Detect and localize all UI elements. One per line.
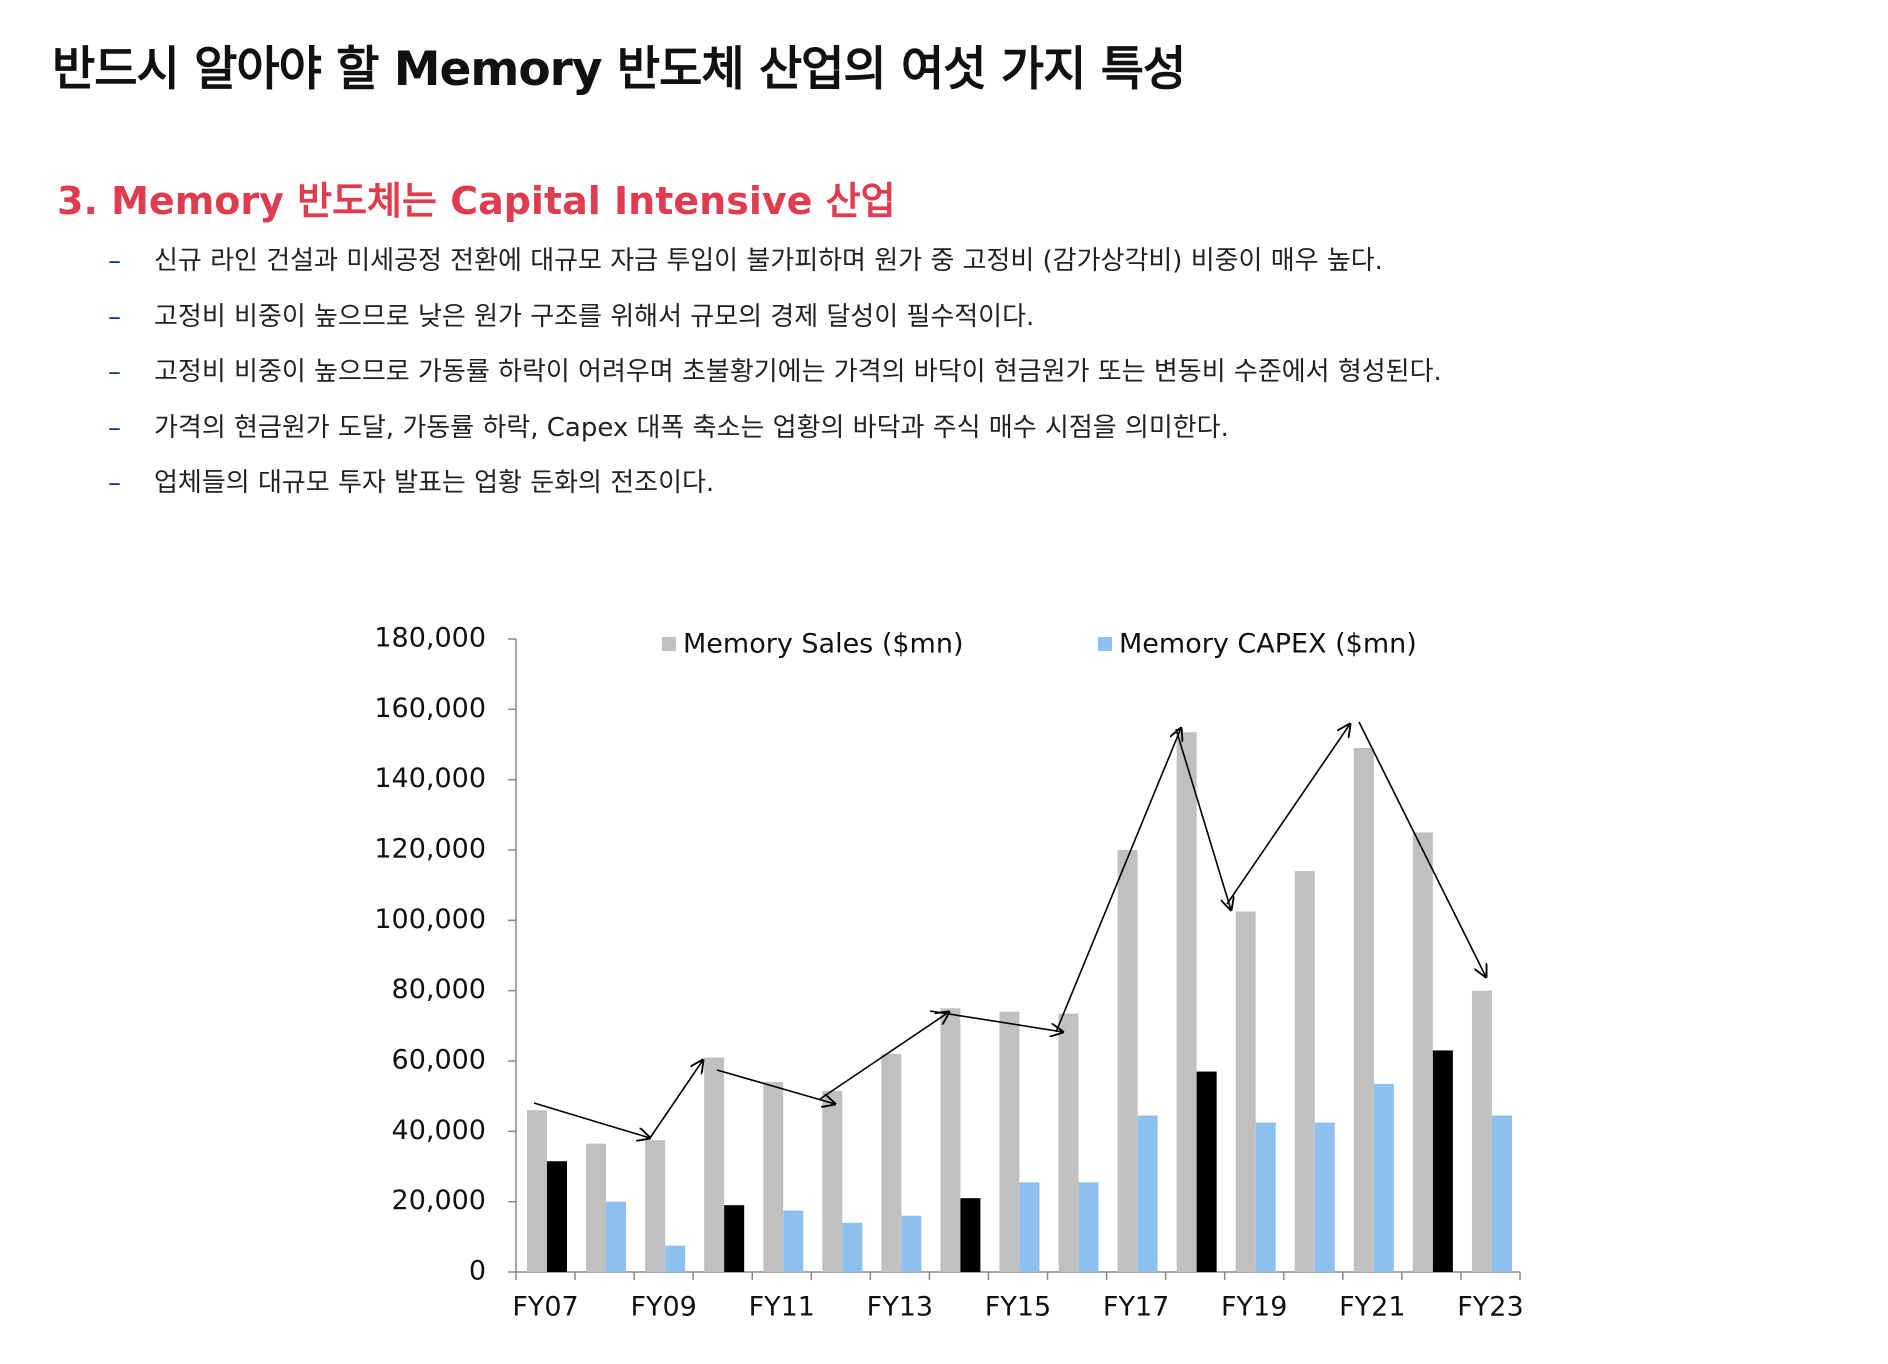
bullet: – 업체들의 대규모 투자 발표는 업황 둔화의 전조이다. xyxy=(108,462,714,499)
bar xyxy=(586,1143,607,1272)
trend-arrow xyxy=(929,1010,1063,1032)
trend-arrow xyxy=(1226,724,1350,905)
section-heading: 3. Memory 반도체는 Capital Intensive 산업 xyxy=(57,179,896,223)
bar xyxy=(783,1210,804,1272)
bullet: – 가격의 현금원가 도달, 가동률 하락, Capex 대폭 축소는 업황의 바… xyxy=(108,407,1229,444)
y-tick-label: 160,000 xyxy=(374,693,486,724)
y-tick-label: 40,000 xyxy=(392,1115,486,1146)
y-tick-label: 0 xyxy=(469,1256,486,1287)
y-tick-label: 60,000 xyxy=(392,1045,486,1076)
trend-arrow xyxy=(533,1102,650,1138)
trend-arrow xyxy=(716,1069,835,1104)
bar xyxy=(1294,871,1315,1272)
legend-label: Memory CAPEX ($mn) xyxy=(1119,629,1417,660)
y-tick-label: 140,000 xyxy=(374,763,486,794)
y-tick-label: 180,000 xyxy=(374,623,486,654)
page-title: 반드시 알아야 할 Memory 반도체 산업의 여섯 가지 특성 xyxy=(52,42,1186,97)
bullet-marker: – xyxy=(108,412,121,443)
bar xyxy=(1353,748,1374,1272)
bullet: – 신규 라인 건설과 미세공정 전환에 대규모 자금 투입이 불가피하며 원가 … xyxy=(108,240,1383,277)
bar xyxy=(1117,850,1138,1272)
bar xyxy=(1078,1182,1099,1272)
bullet-text: 신규 라인 건설과 미세공정 전환에 대규모 자금 투입이 불가피하며 원가 중… xyxy=(154,246,1383,276)
legend-label: Memory Sales ($mn) xyxy=(683,629,964,660)
x-tick-label: FY11 xyxy=(749,1292,815,1323)
trend-arrow xyxy=(819,1012,949,1100)
bar xyxy=(1058,1013,1079,1272)
bar xyxy=(940,1008,961,1272)
bar xyxy=(1412,832,1433,1272)
x-tick-label: FY07 xyxy=(512,1292,578,1323)
bar xyxy=(1137,1115,1158,1272)
bar xyxy=(999,1011,1020,1272)
bar xyxy=(822,1090,843,1272)
x-tick-label: FY19 xyxy=(1221,1292,1287,1323)
bar xyxy=(1196,1071,1217,1272)
bar xyxy=(960,1198,981,1272)
bar xyxy=(1491,1115,1512,1272)
x-tick-label: FY09 xyxy=(630,1292,696,1323)
x-tick-label: FY21 xyxy=(1339,1292,1405,1323)
trend-arrow xyxy=(1358,721,1486,977)
bullet-text: 가격의 현금원가 도달, 가동률 하락, Capex 대폭 축소는 업황의 바닥… xyxy=(154,412,1229,443)
bar xyxy=(1314,1122,1335,1272)
bar xyxy=(606,1201,627,1272)
bar xyxy=(881,1053,902,1272)
bar xyxy=(901,1215,922,1272)
x-tick-label: FY23 xyxy=(1457,1292,1523,1323)
bullet: – 고정비 비중이 높으므로 가동률 하락이 어려우며 초불황기에는 가격의 바닥… xyxy=(108,351,1442,388)
legend-swatch xyxy=(1098,637,1112,651)
bar xyxy=(842,1222,863,1272)
bullet: – 고정비 비중이 높으므로 낮은 원가 구조를 위해서 규모의 경제 달성이 필… xyxy=(108,296,1034,333)
x-tick-label: FY17 xyxy=(1103,1292,1169,1323)
bar xyxy=(763,1082,784,1272)
bullet-text: 업체들의 대규모 투자 발표는 업황 둔화의 전조이다. xyxy=(154,468,715,498)
bar xyxy=(704,1057,725,1272)
bullet-text: 고정비 비중이 높으므로 낮은 원가 구조를 위해서 규모의 경제 달성이 필수… xyxy=(154,301,1035,332)
bar xyxy=(1255,1122,1276,1272)
bullet-marker: – xyxy=(108,246,121,276)
bar xyxy=(645,1140,666,1272)
bullet-marker: – xyxy=(108,357,121,387)
bar xyxy=(1471,990,1492,1272)
y-tick-label: 80,000 xyxy=(392,974,486,1005)
bar xyxy=(665,1245,686,1272)
bar xyxy=(527,1110,547,1272)
trend-arrow xyxy=(1055,728,1181,1033)
bullet-text: 고정비 비중이 높으므로 가동률 하락이 어려우며 초불황기에는 가격의 바닥이… xyxy=(154,357,1442,387)
bar xyxy=(1432,1050,1453,1272)
legend-swatch xyxy=(662,637,676,651)
bar xyxy=(1235,911,1256,1272)
y-tick-label: 100,000 xyxy=(374,904,486,935)
bar xyxy=(724,1205,745,1272)
trend-arrow xyxy=(1175,728,1231,910)
bar xyxy=(1019,1182,1040,1272)
x-tick-label: FY13 xyxy=(867,1292,933,1323)
x-tick-label: FY15 xyxy=(985,1292,1051,1323)
bar xyxy=(547,1161,567,1272)
y-tick-label: 20,000 xyxy=(392,1185,486,1216)
y-tick-label: 120,000 xyxy=(374,834,486,865)
bullet-marker: – xyxy=(108,468,121,498)
bullet-marker: – xyxy=(108,301,121,332)
bar xyxy=(1373,1083,1394,1272)
trend-arrow xyxy=(649,1060,703,1139)
bar xyxy=(1176,732,1197,1272)
